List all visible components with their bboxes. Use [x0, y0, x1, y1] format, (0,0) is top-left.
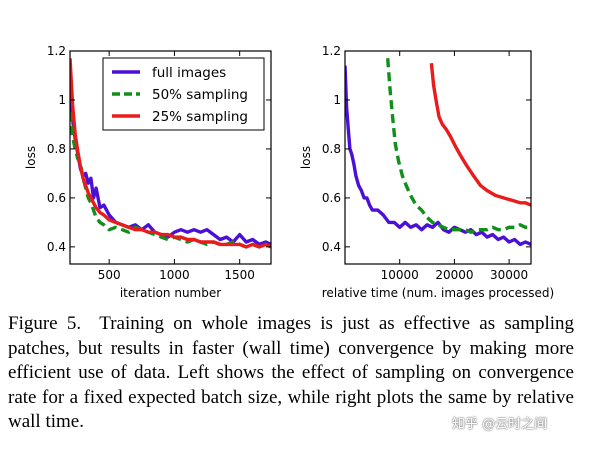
right-chart: 0.4 0.6 0.8 1 1.2 10000 20000 30000 relative tim…	[299, 44, 554, 300]
y-tick-label: 0.4	[47, 240, 66, 254]
series-line-25-sampling	[70, 58, 271, 249]
y-tick-label: 1.2	[322, 44, 341, 58]
figure-caption: Figure 5. Training on whole images is ju…	[8, 312, 574, 435]
y-tick-label: 0.6	[322, 191, 341, 205]
x-tick-label: 1000	[159, 268, 190, 282]
y-tick-label: 1.2	[47, 44, 66, 58]
x-tick-label: 500	[98, 268, 121, 282]
x-axis-label: relative time (num. images processed)	[322, 286, 554, 300]
caption-label: Figure 5.	[8, 313, 82, 334]
x-tick-label: 20000	[435, 268, 473, 282]
x-tick-label: 1500	[224, 268, 255, 282]
series-line-25-sampling	[429, 63, 531, 207]
legend: full images 50% sampling 25% sampling	[102, 57, 265, 131]
y-tick-label: 1	[58, 93, 66, 107]
x-axis-label: iteration number	[120, 286, 221, 300]
legend-label: 25% sampling	[152, 109, 248, 125]
watermark: 知乎 @云时之间	[452, 417, 548, 432]
y-tick-label: 0.6	[47, 191, 66, 205]
x-tick-label: 10000	[381, 268, 419, 282]
series-line-full-images	[70, 99, 271, 247]
series-line-50-sampling	[386, 58, 531, 234]
y-tick-label: 0.8	[322, 142, 341, 156]
legend-label: 50% sampling	[152, 87, 248, 103]
x-tick-label: 30000	[490, 268, 528, 282]
y-tick-label: 1	[333, 93, 341, 107]
series-line-full-images	[345, 65, 531, 247]
plot-frame	[344, 50, 532, 265]
y-axis-label: loss	[24, 146, 38, 169]
y-axis-label: loss	[299, 146, 313, 169]
plot-frame	[69, 50, 272, 265]
series-line-50-sampling	[70, 112, 271, 249]
y-tick-label: 0.4	[322, 240, 341, 254]
caption-text: Training on whole images is just as effe…	[8, 313, 574, 432]
y-tick-label: 0.8	[47, 142, 66, 156]
legend-label: full images	[152, 65, 226, 81]
